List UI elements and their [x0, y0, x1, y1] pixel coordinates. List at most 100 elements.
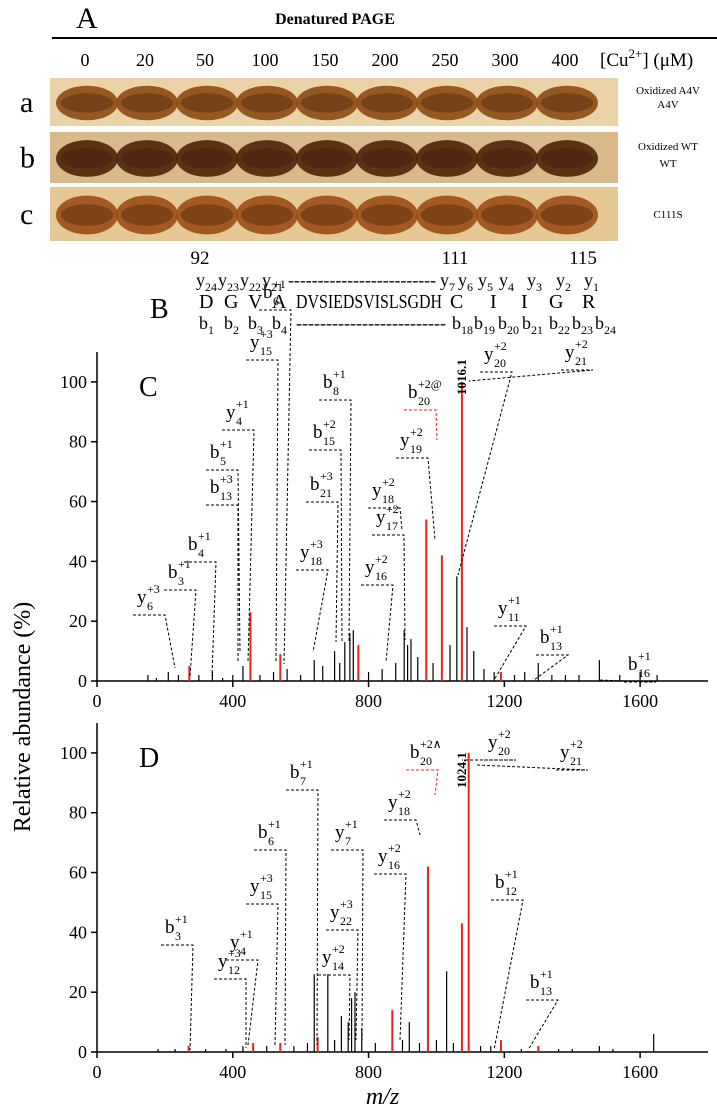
ion-label: y [584, 270, 593, 290]
ion-label: y [240, 270, 249, 290]
panel-label: D [139, 743, 159, 774]
leader-line [374, 873, 407, 1041]
ion-superscript: +2 [575, 337, 588, 351]
gel-band-core [481, 204, 533, 226]
y-tick-label: 100 [60, 743, 87, 763]
residue-number: 115 [569, 248, 597, 269]
ion-label: y [488, 732, 498, 753]
residue: V [248, 291, 263, 313]
residue: I [490, 291, 497, 313]
ion-label: y [372, 480, 382, 501]
ion-superscript: +3 [320, 469, 333, 483]
ion-label: b [572, 313, 581, 333]
gel-band-core [301, 148, 353, 169]
ion-label: b [498, 313, 507, 333]
gel-band-core [301, 93, 353, 113]
ion-label: y [137, 587, 147, 608]
ion-label: y [330, 902, 340, 923]
panel-label: C [139, 372, 158, 403]
ion-subscript: 20 [507, 323, 519, 337]
ion-subscript: 22 [558, 323, 570, 337]
gel-band-core [121, 93, 173, 113]
ion-subscript: 7 [345, 834, 351, 848]
leader-line [491, 899, 524, 1051]
gel-band-core [241, 93, 293, 113]
leader-line [404, 409, 438, 441]
peak-mass-label: 1024.1 [454, 752, 469, 788]
x-tick-label: 0 [93, 691, 102, 711]
leader-line [161, 944, 194, 1051]
residue-number: 111 [441, 248, 468, 269]
gel-band [476, 195, 538, 235]
concentration-label: 20 [136, 50, 154, 70]
gel-band [416, 140, 478, 177]
ion-label: b [595, 313, 604, 333]
ion-label: y [250, 876, 260, 897]
ion-subscript: 5 [220, 454, 226, 468]
residue: G [549, 291, 563, 313]
leader-line [246, 903, 279, 1046]
ion-label: y [376, 507, 386, 528]
ion-label: y [322, 947, 332, 968]
gel-band-core [421, 204, 473, 226]
ion-label: b [408, 382, 418, 403]
gel-band [116, 140, 178, 177]
panel-label: B [150, 294, 169, 325]
ion-superscript: +2 [388, 841, 401, 855]
gel-band-core [181, 148, 233, 169]
ion-label: b [313, 422, 323, 443]
gel-band [56, 140, 118, 177]
ion-label: b [549, 313, 558, 333]
x-tick-label: 0 [93, 1062, 102, 1082]
row-name: A4V [657, 99, 678, 111]
ion-subscript: 14 [332, 959, 344, 973]
gel-band-core [181, 204, 233, 226]
row-name: WT [659, 158, 676, 170]
ion-label: y [556, 270, 565, 290]
concentration-label: 100 [252, 50, 279, 70]
ion-label: y [440, 270, 449, 290]
ion-superscript: +2 [382, 475, 395, 489]
row-label: b [20, 142, 35, 175]
gel-band [236, 140, 298, 177]
gel-band [296, 85, 358, 121]
y-tick-label: 40 [69, 922, 87, 942]
ion-subscript: 4 [236, 414, 242, 428]
ion-superscript: +3 [310, 537, 323, 551]
ion-label: b [248, 313, 257, 333]
gel-band-core [121, 148, 173, 169]
ion-superscript: +1 [550, 622, 563, 636]
gel-band [116, 85, 178, 121]
ion-superscript: +2@ [418, 377, 442, 391]
ion-label: y [565, 342, 575, 363]
leader-line [396, 457, 436, 541]
y-tick-label: 100 [60, 372, 87, 392]
residue: I [521, 291, 528, 313]
ion-label: b [290, 762, 300, 783]
gel-band [476, 140, 538, 177]
ion-label: ------------------------- [288, 270, 436, 290]
x-tick-label: 800 [355, 1062, 382, 1082]
peak-mass-label: 1016.1 [454, 359, 469, 395]
ion-superscript: +2 [323, 417, 336, 431]
residue: DVSIEDSVISLSGDH [296, 291, 442, 313]
concentration-label: 250 [432, 50, 459, 70]
gel-band-core [61, 204, 113, 226]
ion-subscript: 3 [178, 574, 184, 588]
ion-label: y [300, 542, 310, 563]
ion-label: y [230, 932, 240, 953]
leader-line [226, 959, 259, 1046]
gel-band [416, 85, 478, 121]
leader-line [254, 849, 287, 1046]
ion-label: y [226, 402, 236, 423]
gel-band-core [61, 148, 113, 169]
ion-subscript: 1 [593, 280, 599, 294]
concentration-label: 150 [312, 50, 339, 70]
gel-band [296, 140, 358, 177]
ion-label: y [484, 344, 494, 365]
ion-superscript: +2 [410, 425, 423, 439]
gel-band [536, 85, 598, 121]
leader-line [372, 534, 406, 641]
ion-subscript: 16 [388, 858, 400, 872]
gel-band-core [241, 148, 293, 169]
